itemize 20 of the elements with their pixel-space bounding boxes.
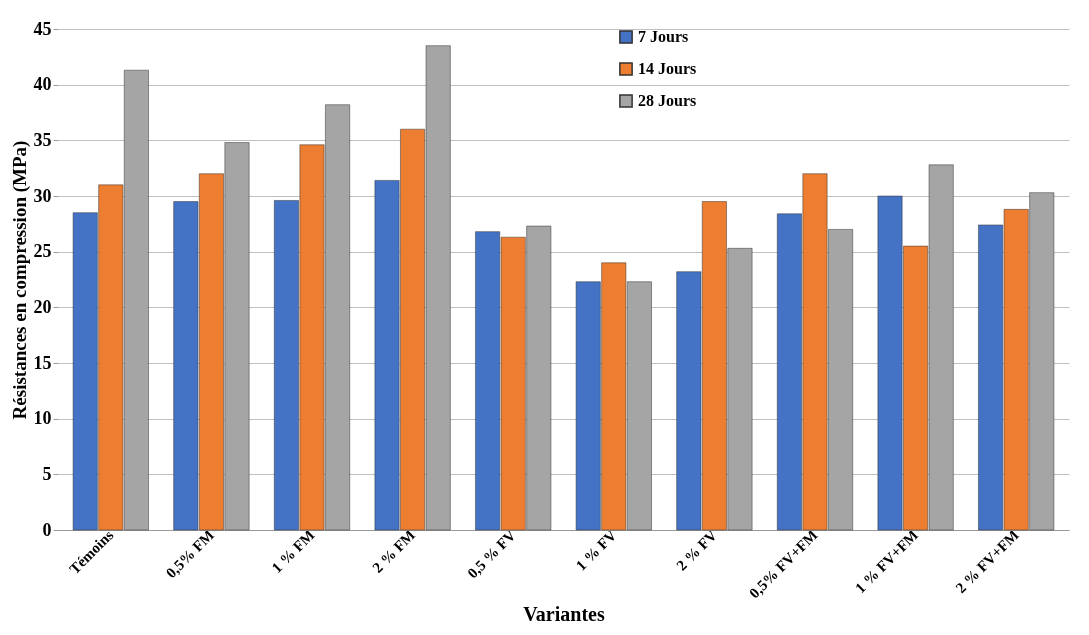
x-tick-label: 1 % FV (572, 526, 620, 574)
y-tick-label: 5 (42, 463, 52, 484)
y-tick-label: 35 (33, 129, 52, 150)
x-tick-label: 2 % FV (673, 526, 721, 574)
y-tick-label: 25 (33, 241, 52, 262)
y-tick-label: 45 (33, 18, 52, 39)
x-tick-label: 0,5 % FV (464, 526, 519, 582)
y-tick-label: 0 (42, 519, 52, 540)
y-axis-title: Résistances en compression (MPa) (8, 140, 31, 420)
y-tick-label: 15 (33, 352, 52, 373)
legend-label: 28 Jours (638, 92, 697, 109)
x-tick-label: 1 % FM (268, 526, 318, 576)
x-tick-label: 2 % FM (369, 526, 419, 576)
y-tick-label: 20 (33, 296, 52, 317)
y-tick-label: 10 (33, 408, 52, 429)
legend-label: 7 Jours (638, 28, 689, 45)
y-tick-label: 40 (33, 74, 52, 95)
y-tick-label: 30 (33, 185, 52, 206)
legend-label: 14 Jours (638, 60, 697, 77)
x-axis-title: Variantes (523, 603, 605, 626)
